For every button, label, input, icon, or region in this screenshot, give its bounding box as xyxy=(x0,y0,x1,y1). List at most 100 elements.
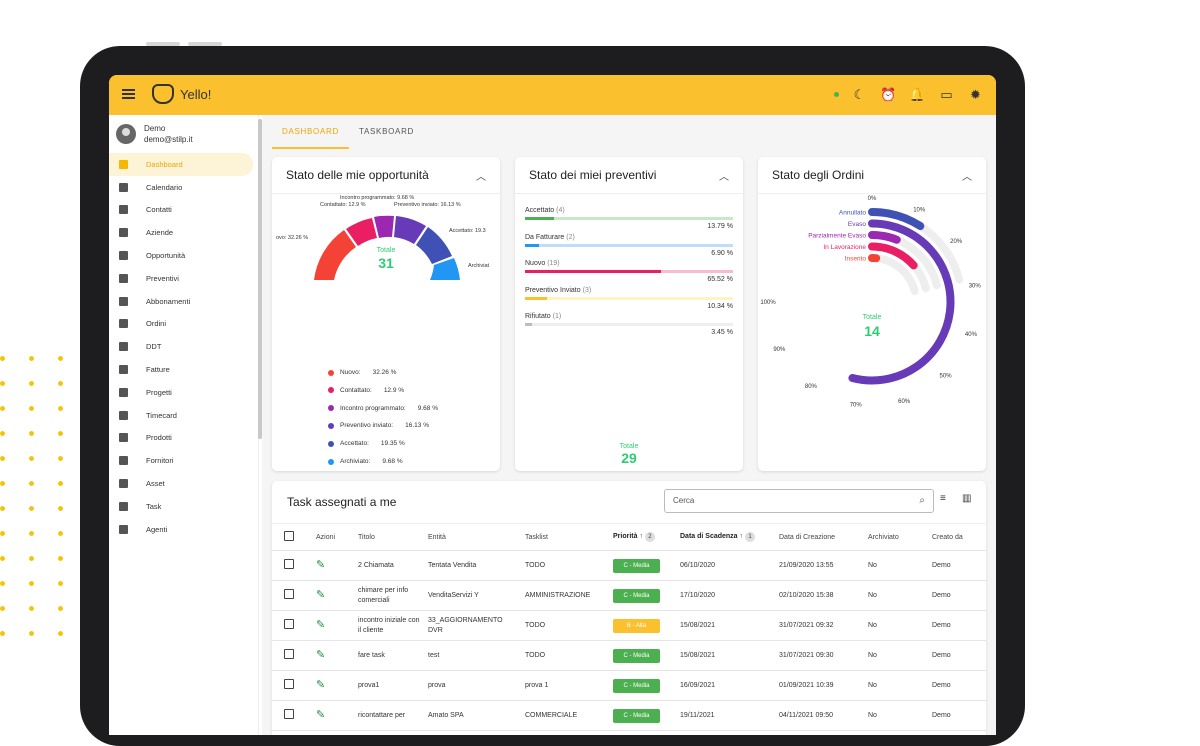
edit-icon[interactable]: ✎ xyxy=(316,649,325,661)
opportunities-card: Stato delle mie opportunità︿ Incontro pr… xyxy=(272,157,500,471)
legend-swatch xyxy=(328,370,334,376)
row-checkbox[interactable] xyxy=(284,679,294,689)
sidebar-item-2[interactable]: Contatti xyxy=(109,199,254,222)
radial-bar[interactable] xyxy=(872,235,897,240)
progress-fill xyxy=(525,297,547,300)
progress-bar xyxy=(525,297,733,300)
col-tasklist[interactable]: Tasklist xyxy=(525,524,613,551)
sidebar-item-12[interactable]: Prodotti xyxy=(109,427,254,450)
chevron-up-icon[interactable]: ︿ xyxy=(719,168,729,183)
tab-dashboard[interactable]: DASHBOARD xyxy=(272,115,349,149)
sidebar-item-13[interactable]: Fornitori xyxy=(109,449,254,472)
menu-icon[interactable] xyxy=(122,89,135,99)
priority-badge: C - Media xyxy=(613,559,660,573)
legend-item[interactable]: Archiviato:9.68 % xyxy=(328,458,403,465)
radial-bar[interactable] xyxy=(852,224,950,381)
chevron-up-icon[interactable]: ︿ xyxy=(476,168,486,183)
col-priorita[interactable]: Priorità ↑2 xyxy=(613,524,680,551)
edit-icon[interactable]: ✎ xyxy=(316,619,325,631)
legend-label: Archiviato: xyxy=(340,458,370,465)
sidebar-item-label: Preventivi xyxy=(146,274,179,283)
col-azioni: Azioni xyxy=(306,524,358,551)
cell-archived: No xyxy=(868,611,932,641)
sidebar-item-9[interactable]: Fatture xyxy=(109,358,254,381)
sidebar-item-15[interactable]: Task xyxy=(109,495,254,518)
moon-icon[interactable]: ☾ xyxy=(851,86,868,103)
sidebar-item-16[interactable]: Agenti xyxy=(109,518,254,541)
sidebar-item-4[interactable]: Opportunità xyxy=(109,244,254,267)
radial-label: In Lavorazione xyxy=(823,244,866,251)
sidebar-item-1[interactable]: Calendario xyxy=(109,176,254,199)
bell-icon[interactable]: 🔔 xyxy=(909,86,926,103)
legend-item[interactable]: Accettato:19.35 % xyxy=(328,440,405,447)
legend-item[interactable]: Preventivo inviato:16.13 % xyxy=(328,422,429,429)
edit-icon[interactable]: ✎ xyxy=(316,559,325,571)
app-brand[interactable]: Yello! xyxy=(152,84,211,104)
legend-item[interactable]: Contattato:12.9 % xyxy=(328,387,404,394)
col-titolo[interactable]: Titolo xyxy=(358,524,428,551)
row-checkbox[interactable] xyxy=(284,649,294,659)
tab-taskboard[interactable]: TASKBOARD xyxy=(349,115,424,149)
legend-label: Incontro programmato: xyxy=(340,405,406,412)
edit-icon[interactable]: ✎ xyxy=(316,679,325,691)
cell-tasklist: prova 1 xyxy=(525,671,613,701)
col-creazione[interactable]: Data di Creazione xyxy=(779,524,868,551)
cell-tasklist: TODO xyxy=(525,551,613,581)
row-checkbox[interactable] xyxy=(284,709,294,719)
legend-item[interactable]: Incontro programmato:9.68 % xyxy=(328,405,438,412)
sidebar-item-11[interactable]: Timecard xyxy=(109,404,254,427)
sidebar-item-8[interactable]: DDT xyxy=(109,335,254,358)
slice-incontro xyxy=(374,216,394,238)
folder-icon[interactable]: ▭ xyxy=(938,86,955,103)
progress-bar xyxy=(525,323,733,326)
sidebar-item-0[interactable]: Dashboard xyxy=(109,153,253,176)
cell-creator: Demo xyxy=(932,671,986,701)
sidebar-item-5[interactable]: Preventivi xyxy=(109,267,254,290)
row-checkbox[interactable] xyxy=(284,589,294,599)
alarm-icon[interactable]: ⏰ xyxy=(880,86,897,103)
bug-icon[interactable]: ✹ xyxy=(967,86,984,103)
search-input[interactable]: Cerca⌕ xyxy=(664,489,934,513)
row-checkbox[interactable] xyxy=(284,559,294,569)
user-profile[interactable]: Demo demo@stilp.it xyxy=(116,123,193,145)
edit-icon[interactable]: ✎ xyxy=(316,589,325,601)
sidebar-item-label: Timecard xyxy=(146,411,177,420)
cell-tasklist: AMMINISTRAZIONE xyxy=(525,581,613,611)
col-archiviato[interactable]: Archiviato xyxy=(868,524,932,551)
cell-due: 16/09/2021 xyxy=(680,671,779,701)
app-screen: Yello! ☾ ⏰ 🔔 ▭ ✹ Demo demo@stilp.it Dash… xyxy=(109,75,996,735)
filter-icon[interactable]: ≡ xyxy=(940,493,946,504)
columns-icon[interactable]: ▥ xyxy=(962,493,971,504)
cell-archived: No xyxy=(868,701,932,731)
sidebar-item-14[interactable]: Asset xyxy=(109,472,254,495)
edit-icon[interactable]: ✎ xyxy=(316,709,325,721)
cell-entity: prova xyxy=(428,671,525,701)
search-icon[interactable]: ⌕ xyxy=(919,495,925,506)
sidebar-item-7[interactable]: Ordini xyxy=(109,313,254,336)
row-checkbox[interactable] xyxy=(284,619,294,629)
sidebar-item-label: Ordini xyxy=(146,319,166,328)
select-all-checkbox[interactable] xyxy=(284,531,294,541)
chevron-up-icon[interactable]: ︿ xyxy=(962,168,972,183)
cell-title: chimare per info comerciali xyxy=(358,581,428,611)
sidebar-item-6[interactable]: Abbonamenti xyxy=(109,290,254,313)
cell-tasklist: COMMERCIALE xyxy=(525,701,613,731)
sidebar-item-10[interactable]: Progetti xyxy=(109,381,254,404)
legend-item[interactable]: Nuovo:32.26 % xyxy=(328,369,396,376)
col-creato-da[interactable]: Creato da xyxy=(932,524,986,551)
sidebar-item-3[interactable]: Aziende xyxy=(109,221,254,244)
col-entita[interactable]: Entità xyxy=(428,524,525,551)
sidebar-item-label: Dashboard xyxy=(146,160,183,169)
sidebar-item-icon xyxy=(119,205,128,214)
cell-entity: 33_AGGIORNAMENTO DVR xyxy=(428,611,525,641)
sidebar-item-label: Contatti xyxy=(146,205,172,214)
radial-tick: 40% xyxy=(965,332,978,338)
col-scadenza[interactable]: Data di Scadenza ↑1 xyxy=(680,524,779,551)
